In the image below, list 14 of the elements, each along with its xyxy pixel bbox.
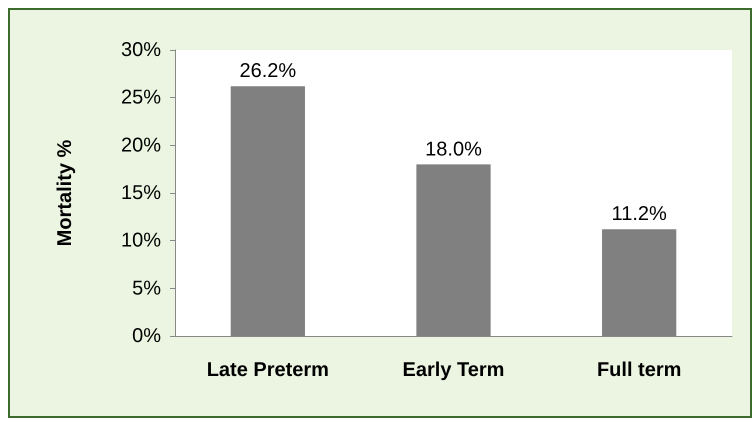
y-tick-label: 30%: [120, 39, 162, 61]
data-label: 26.2%: [239, 60, 296, 82]
y-tick-label: 25%: [120, 86, 162, 109]
y-tick-label: 5%: [132, 277, 162, 300]
data-label: 18.0%: [425, 138, 482, 160]
x-tick-label: Early Term: [402, 359, 504, 381]
y-tick-label: 20%: [120, 134, 162, 156]
x-tick-label: Late Preterm: [206, 359, 329, 381]
y-tick-label: 0%: [132, 325, 162, 347]
y-tick-label: 15%: [120, 182, 162, 204]
x-tick-label: Full term: [596, 359, 682, 381]
data-label: 11.2%: [612, 203, 667, 226]
y-tick-label: 10%: [120, 230, 162, 252]
y-axis-title: Mortality %: [54, 139, 76, 246]
